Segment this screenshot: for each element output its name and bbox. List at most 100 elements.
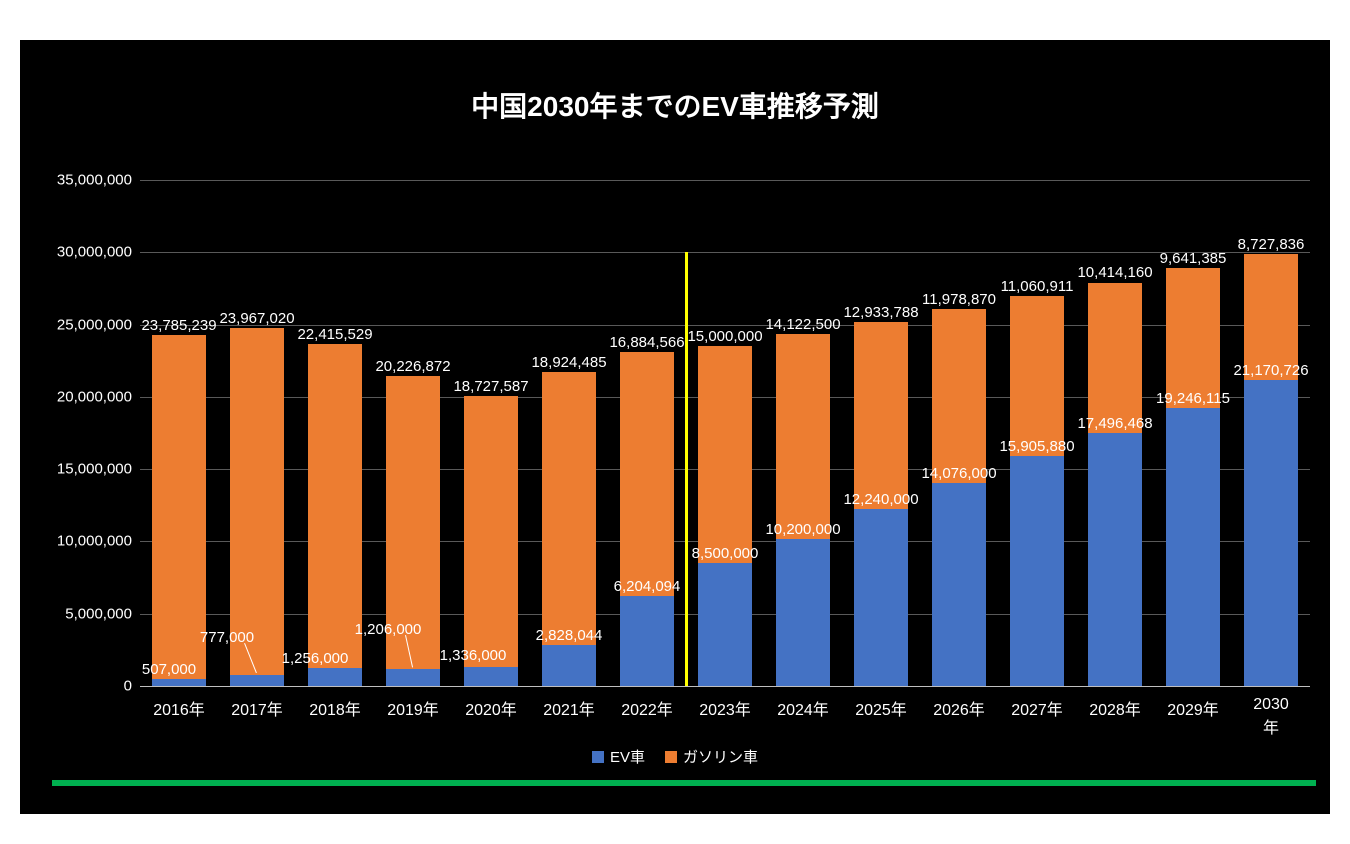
data-label-ev: 21,170,726 xyxy=(1233,362,1308,379)
bar-group xyxy=(1088,283,1143,687)
x-tick-label: 2023年 xyxy=(699,696,751,720)
x-tick-label: 2021年 xyxy=(543,696,595,720)
bar-segment-gas xyxy=(620,352,675,596)
bar-segment-gas xyxy=(542,372,597,646)
legend-swatch xyxy=(665,751,677,763)
data-label-gas: 9,641,385 xyxy=(1160,250,1227,267)
legend-label: EV車 xyxy=(610,746,645,767)
data-label-gas: 12,933,788 xyxy=(843,304,918,321)
data-label-ev: 17,496,468 xyxy=(1077,415,1152,432)
data-label-gas: 16,884,566 xyxy=(609,334,684,351)
data-label-gas: 14,122,500 xyxy=(765,316,840,333)
y-tick-label: 35,000,000 xyxy=(22,172,132,189)
bar-segment-ev xyxy=(698,563,753,686)
data-label-gas: 11,978,870 xyxy=(922,291,996,308)
bar-segment-ev xyxy=(308,668,363,686)
legend-item: EV車 xyxy=(592,746,645,767)
data-label-ev: 8,500,000 xyxy=(692,545,759,562)
data-label-ev: 1,256,000 xyxy=(282,650,349,667)
data-label-gas: 18,924,485 xyxy=(531,354,606,371)
y-tick-label: 15,000,000 xyxy=(22,461,132,478)
bar-segment-ev xyxy=(1166,408,1221,686)
bar-group xyxy=(386,376,441,686)
bar-group xyxy=(776,334,831,686)
bar-segment-ev xyxy=(620,596,675,686)
bar-segment-gas xyxy=(308,344,363,668)
bar-segment-gas xyxy=(932,309,987,482)
bar-segment-ev xyxy=(230,675,285,686)
data-label-gas: 11,060,911 xyxy=(1001,278,1074,295)
bar-segment-ev xyxy=(1244,380,1299,686)
data-label-gas: 15,000,000 xyxy=(687,328,762,345)
outer-frame: 中国2030年までのEV車推移予測 05,000,00010,000,00015… xyxy=(0,0,1350,844)
y-tick-label: 30,000,000 xyxy=(22,244,132,261)
bar-segment-ev xyxy=(464,667,519,686)
data-label-gas: 18,727,587 xyxy=(453,378,528,395)
data-label-ev: 14,076,000 xyxy=(921,465,996,482)
footer-accent-bar xyxy=(52,780,1316,786)
bar-segment-ev xyxy=(1010,456,1065,686)
data-label-ev: 12,240,000 xyxy=(843,491,918,508)
y-tick-label: 5,000,000 xyxy=(22,605,132,622)
x-tick-label: 2027年 xyxy=(1011,696,1063,720)
data-label-ev: 10,200,000 xyxy=(765,521,840,538)
bar-segment-gas xyxy=(464,396,519,667)
data-label-gas: 20,226,872 xyxy=(375,358,450,375)
x-tick-label: 2020年 xyxy=(465,696,517,720)
chart-title: 中国2030年までのEV車推移予測 xyxy=(20,85,1330,125)
bar-segment-ev xyxy=(386,669,441,686)
data-label-ev: 2,828,044 xyxy=(536,627,603,644)
y-tick-label: 20,000,000 xyxy=(22,388,132,405)
x-tick-label: 2030年 xyxy=(1252,696,1291,738)
x-tick-label: 2025年 xyxy=(855,696,907,720)
bar-segment-ev xyxy=(776,539,831,686)
legend: EV車 ガソリン車 xyxy=(20,746,1330,767)
data-label-gas: 22,415,529 xyxy=(297,326,372,343)
chart-panel: 中国2030年までのEV車推移予測 05,000,00010,000,00015… xyxy=(20,40,1330,814)
divider-line xyxy=(685,252,688,686)
data-label-gas: 10,414,160 xyxy=(1077,264,1152,281)
bar-segment-ev xyxy=(542,645,597,686)
x-tick-label: 2024年 xyxy=(777,696,829,720)
x-tick-label: 2026年 xyxy=(933,696,985,720)
data-label-gas: 23,967,020 xyxy=(219,310,294,327)
x-tick-label: 2016年 xyxy=(153,696,205,720)
x-axis-line xyxy=(140,686,1310,687)
x-tick-label: 2019年 xyxy=(387,696,439,720)
bar-segment-ev xyxy=(1088,433,1143,686)
bar-group xyxy=(620,352,675,686)
y-tick-label: 25,000,000 xyxy=(22,316,132,333)
bar-group xyxy=(1010,296,1065,686)
x-tick-label: 2029年 xyxy=(1167,696,1219,720)
bar-segment-gas xyxy=(776,334,831,538)
bar-segment-gas xyxy=(854,322,909,509)
y-tick-label: 10,000,000 xyxy=(22,533,132,550)
data-label-ev: 1,206,000 xyxy=(355,621,422,638)
legend-swatch xyxy=(592,751,604,763)
data-label-ev: 1,336,000 xyxy=(440,647,507,664)
bar-group xyxy=(932,309,987,686)
bar-group xyxy=(1244,254,1299,686)
bar-segment-gas xyxy=(1166,268,1221,407)
gridline xyxy=(140,180,1310,181)
plot-area: 05,000,00010,000,00015,000,00020,000,000… xyxy=(140,180,1310,686)
x-tick-label: 2022年 xyxy=(621,696,673,720)
x-tick-label: 2028年 xyxy=(1089,696,1141,720)
data-label-ev: 19,246,115 xyxy=(1156,390,1230,407)
x-tick-label: 2017年 xyxy=(231,696,283,720)
legend-item: ガソリン車 xyxy=(665,746,758,767)
bar-group xyxy=(1166,268,1221,686)
bar-segment-gas xyxy=(1010,296,1065,456)
bar-segment-gas xyxy=(152,335,207,679)
data-label-gas: 23,785,239 xyxy=(141,317,216,334)
data-label-ev: 507,000 xyxy=(142,661,196,678)
data-label-ev: 777,000 xyxy=(200,629,254,646)
y-tick-label: 0 xyxy=(22,678,132,695)
data-label-ev: 15,905,880 xyxy=(999,438,1074,455)
legend-label: ガソリン車 xyxy=(683,746,758,767)
x-tick-label: 2018年 xyxy=(309,696,361,720)
bar-segment-ev xyxy=(932,483,987,686)
bar-group xyxy=(464,396,519,686)
data-label-ev: 6,204,094 xyxy=(614,578,681,595)
bar-group xyxy=(152,335,207,686)
